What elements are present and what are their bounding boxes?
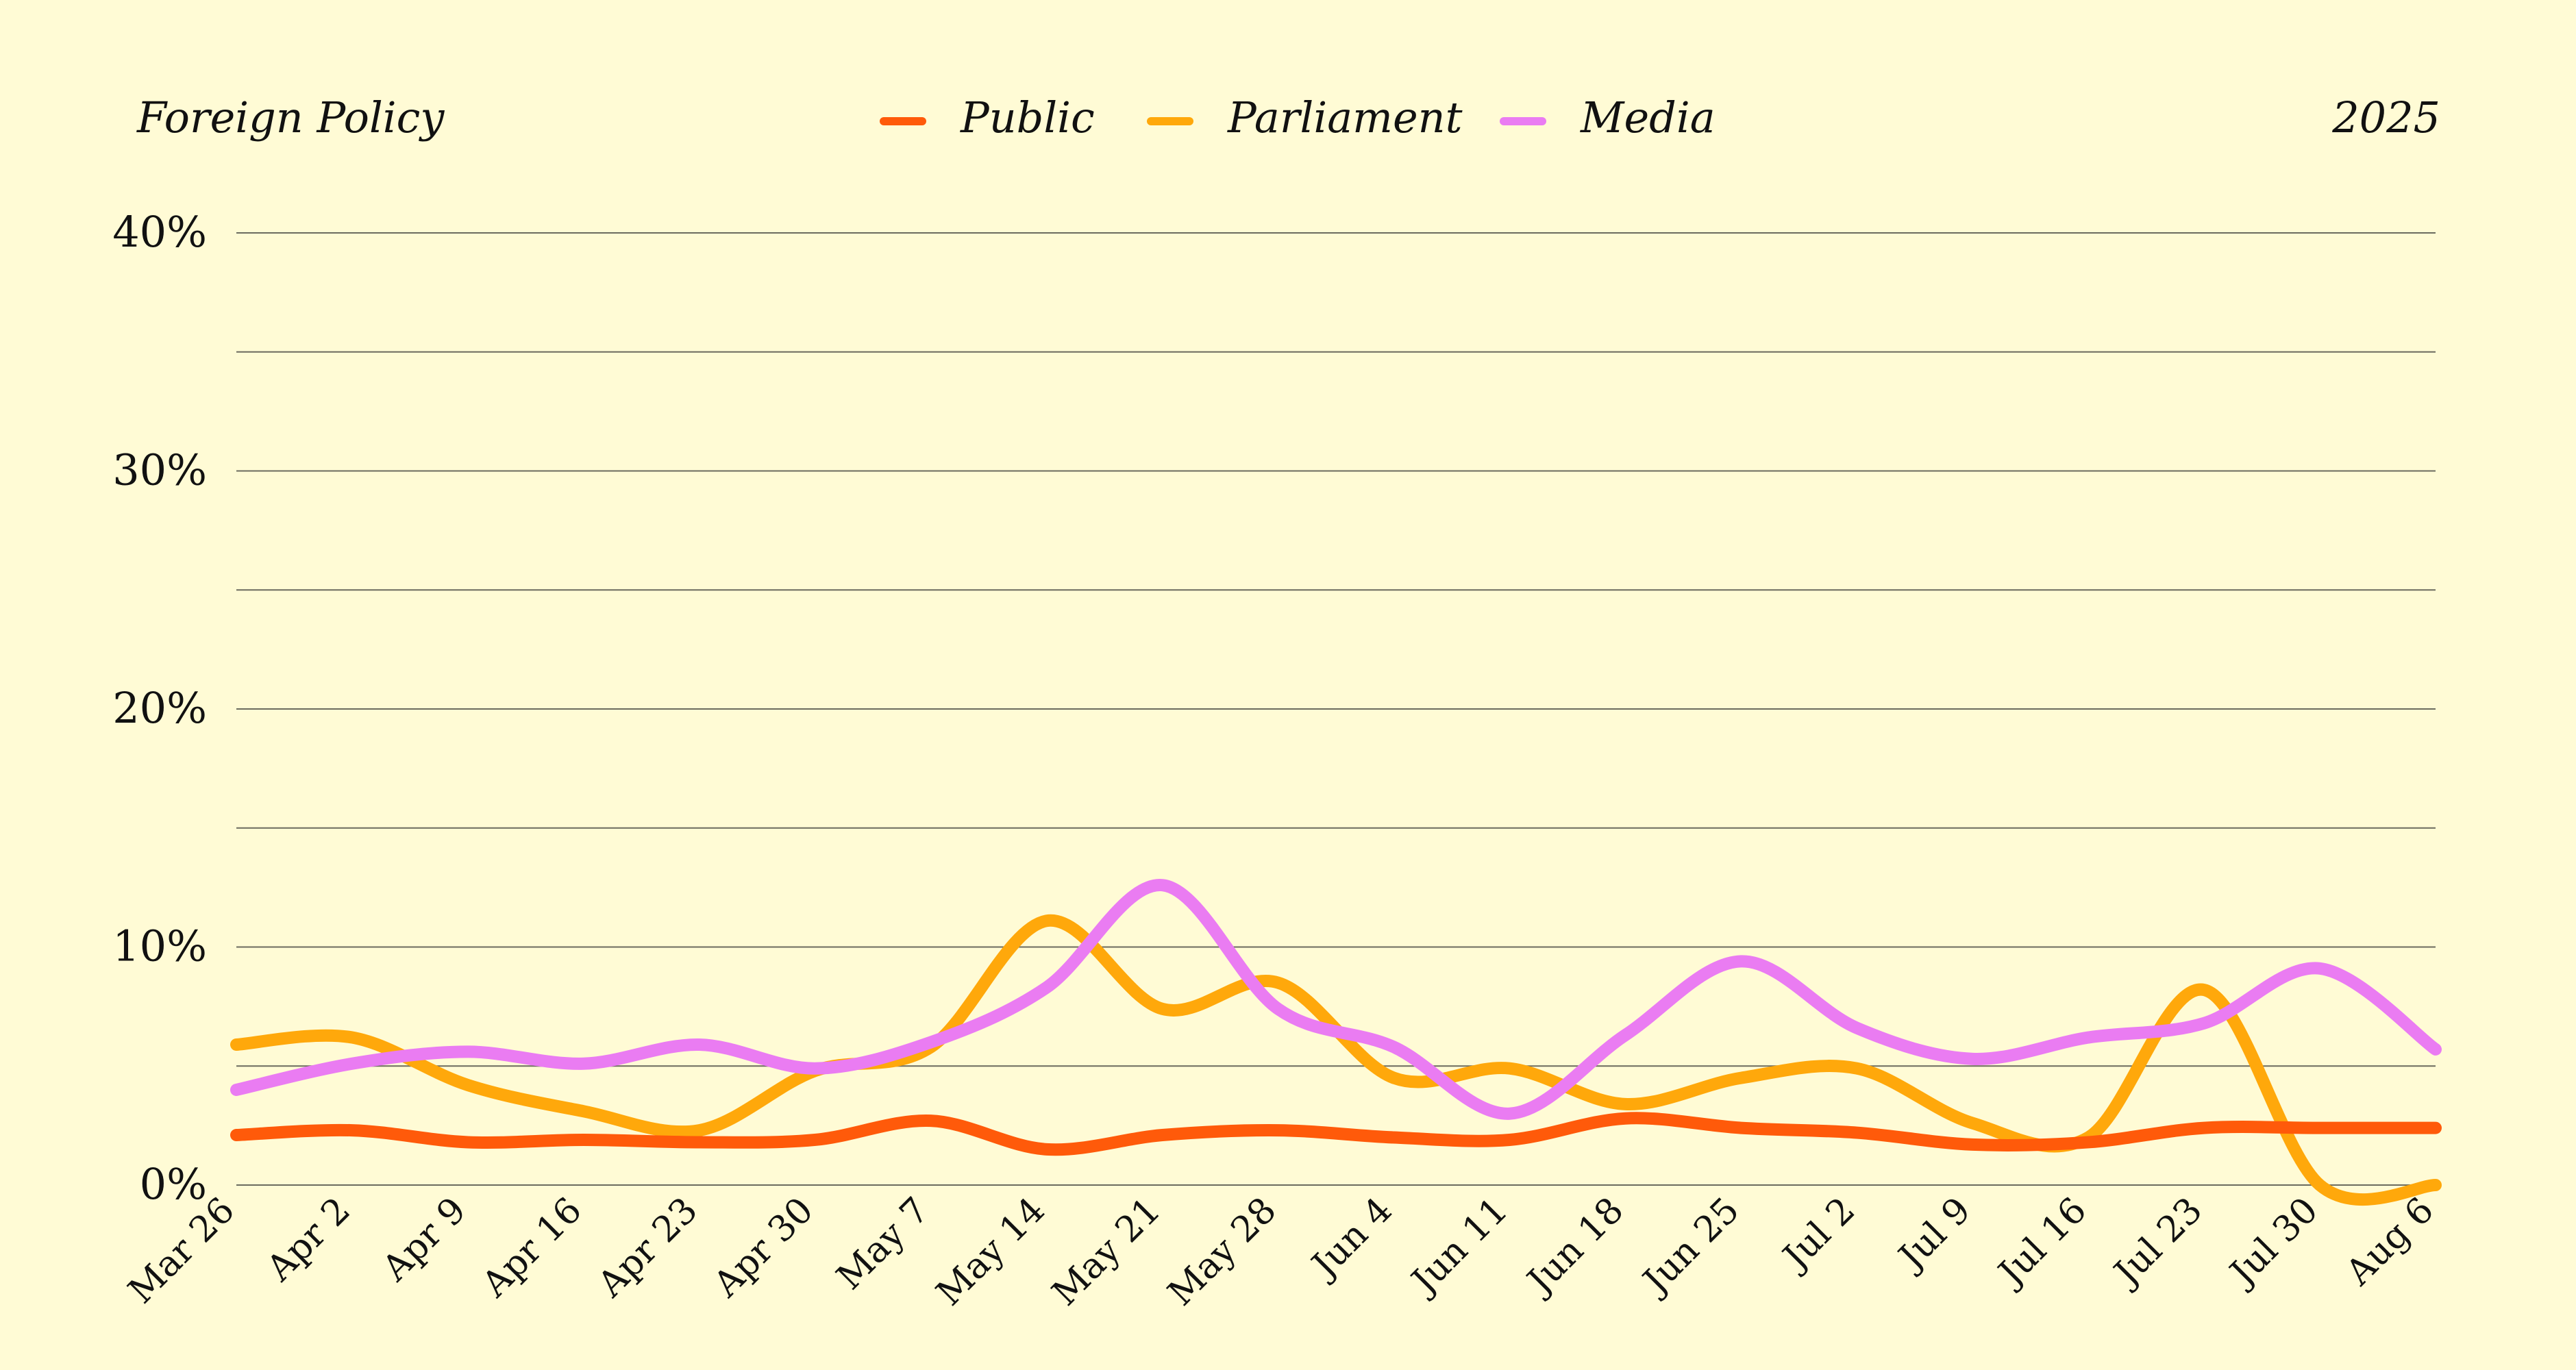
legend-label-parliament: Parliament <box>1227 92 1463 142</box>
x-tick-label: Aug 6 <box>2338 1190 2442 1294</box>
legend-label-public: Public <box>960 92 1095 142</box>
x-tick-label: Jun 18 <box>1518 1190 1632 1304</box>
x-axis: Mar 26 Apr 2 Apr 9 Apr 16 Apr 23 Apr 30 May 7M… <box>121 1190 2442 1314</box>
series-line-public <box>230 1112 2442 1156</box>
x-tick-label: Apr 30 <box>706 1190 821 1306</box>
x-tick-label: Jun 4 <box>1302 1190 1400 1288</box>
x-tick-label: Apr 9 <box>374 1190 474 1290</box>
legend: Public Parliament Media <box>880 92 1716 142</box>
gridlines <box>236 232 2436 1186</box>
chart-year: 2025 <box>2331 92 2440 142</box>
x-tick-label: Apr 2 <box>258 1190 358 1290</box>
x-tick-label: Jun 11 <box>1402 1190 1516 1304</box>
y-tick-label: 40% <box>112 207 207 257</box>
series-line-media <box>230 879 2442 1120</box>
series-lines <box>230 879 2442 1206</box>
x-tick-label: Jun 25 <box>1633 1190 1748 1304</box>
x-tick-label: May 14 <box>929 1190 1053 1314</box>
y-tick-label: 10% <box>112 921 207 971</box>
x-tick-label: Jul 23 <box>2105 1190 2211 1296</box>
series-line-parliament <box>230 914 2442 1206</box>
x-tick-label: May 7 <box>829 1190 937 1298</box>
y-tick-label: 30% <box>112 445 207 495</box>
x-tick-label: May 21 <box>1045 1190 1169 1314</box>
x-tick-label: May 28 <box>1160 1190 1284 1314</box>
x-tick-label: Jul 9 <box>1889 1190 1979 1280</box>
x-tick-label: Jul 30 <box>2220 1190 2327 1296</box>
x-tick-label: Jul 16 <box>1989 1190 2095 1296</box>
x-tick-label: Apr 16 <box>474 1190 590 1306</box>
legend-label-media: Media <box>1580 92 1716 142</box>
chart-title: Foreign Policy <box>136 92 445 142</box>
y-axis: 0% 10% 20% 30% 40% <box>112 207 207 1209</box>
y-tick-label: 20% <box>112 683 207 733</box>
y-tick-label: 0% <box>140 1159 207 1209</box>
x-tick-label: Jul 2 <box>1773 1190 1863 1280</box>
x-tick-label: Apr 23 <box>590 1190 706 1306</box>
